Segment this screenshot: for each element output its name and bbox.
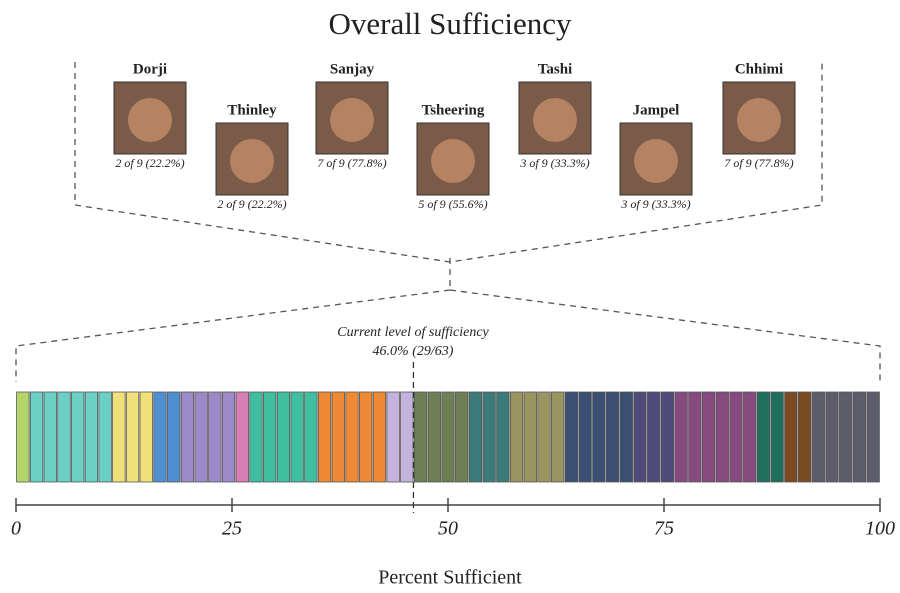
person-name: Tsheering	[422, 102, 485, 118]
segment-block	[29, 391, 44, 483]
person-label: 3 of 9 (33.3%)	[620, 197, 690, 211]
segment-block	[249, 391, 263, 483]
segment-block	[57, 391, 71, 483]
person-name: Tashi	[538, 61, 572, 77]
segment-block	[674, 391, 688, 483]
x-tick-label: 75	[654, 518, 674, 540]
segment-block	[180, 391, 195, 483]
segment-block	[153, 391, 167, 483]
person-name: Jampel	[633, 102, 680, 118]
segment-block	[139, 391, 153, 483]
segment-block	[551, 391, 565, 483]
segment-block	[400, 391, 414, 483]
segment-block	[852, 391, 867, 483]
segment-block	[112, 391, 126, 483]
segment-block	[564, 391, 579, 483]
segment-block	[660, 391, 675, 483]
segment-block	[701, 391, 716, 483]
segment-block	[797, 391, 812, 483]
connector	[15, 258, 881, 382]
person-label: 7 of 9 (77.8%)	[724, 156, 793, 170]
segment-block	[482, 391, 496, 483]
x-tick-label: 25	[222, 518, 242, 540]
segment-block	[605, 391, 620, 483]
person-label: 2 of 9 (22.2%)	[217, 197, 286, 211]
x-tick-label: 50	[438, 518, 458, 540]
segment-block	[276, 391, 291, 483]
segment-block	[235, 391, 249, 483]
segment-block	[372, 391, 387, 483]
x-axis-label: Percent Sufficient	[378, 567, 522, 589]
segment-block	[578, 391, 592, 483]
segment-block	[427, 391, 441, 483]
segment-block	[647, 391, 661, 483]
person-name: Thinley	[227, 102, 277, 118]
segment-block	[496, 391, 510, 483]
segment-block	[866, 391, 880, 483]
segment-block	[468, 391, 483, 483]
segment-block	[839, 391, 853, 483]
person-name: Chhimi	[735, 61, 783, 77]
segment-block	[167, 391, 181, 483]
segment-block	[756, 391, 771, 483]
segment-block	[345, 391, 359, 483]
segment-block	[386, 391, 400, 483]
person-label: 7 of 9 (77.8%)	[317, 156, 386, 170]
segment-block	[208, 391, 222, 483]
segment-block	[633, 391, 647, 483]
photo-face	[533, 98, 577, 142]
segment-block	[290, 391, 304, 483]
segment-block	[688, 391, 702, 483]
segment-block	[43, 391, 57, 483]
segment-block	[221, 391, 236, 483]
segment-block	[413, 391, 428, 483]
chart-title: Overall Sufficiency	[328, 6, 572, 41]
photo-face	[330, 98, 374, 142]
current-label: 46.0% (29/63)	[373, 344, 454, 359]
segment-block	[509, 391, 524, 483]
segment-block	[784, 391, 798, 483]
person-name: Sanjay	[330, 61, 375, 77]
photo-face	[230, 139, 274, 183]
segment-block	[743, 391, 757, 483]
photo-face	[634, 139, 678, 183]
segment-block	[523, 391, 537, 483]
segment-block	[16, 391, 30, 483]
segment-block	[194, 391, 208, 483]
segment-block	[441, 391, 455, 483]
segment-block	[729, 391, 743, 483]
person-label: 3 of 9 (33.3%)	[519, 156, 589, 170]
segment-block	[331, 391, 345, 483]
segment-block	[592, 391, 606, 483]
segment-block	[84, 391, 99, 483]
photo-face	[431, 139, 475, 183]
segment-block	[125, 391, 140, 483]
segment-block	[71, 391, 85, 483]
segment-block	[825, 391, 839, 483]
person-label: 2 of 9 (22.2%)	[115, 156, 184, 170]
segment-block	[98, 391, 112, 483]
x-tick-label: 100	[865, 518, 895, 540]
person-name: Dorji	[133, 61, 167, 77]
photo-face	[128, 98, 172, 142]
segment-block	[537, 391, 551, 483]
segment-block	[455, 391, 469, 483]
segment-block	[263, 391, 277, 483]
segment-block	[317, 391, 332, 483]
segment-block	[359, 391, 373, 483]
segment-block	[770, 391, 784, 483]
segment-block	[715, 391, 729, 483]
x-tick-label: 0	[11, 518, 21, 540]
segment-block	[811, 391, 825, 483]
segment-block	[304, 391, 318, 483]
person-label: 5 of 9 (55.6%)	[418, 197, 487, 211]
segment-block	[619, 391, 633, 483]
photo-face	[737, 98, 781, 142]
current-caption: Current level of sufficiency	[337, 325, 489, 340]
